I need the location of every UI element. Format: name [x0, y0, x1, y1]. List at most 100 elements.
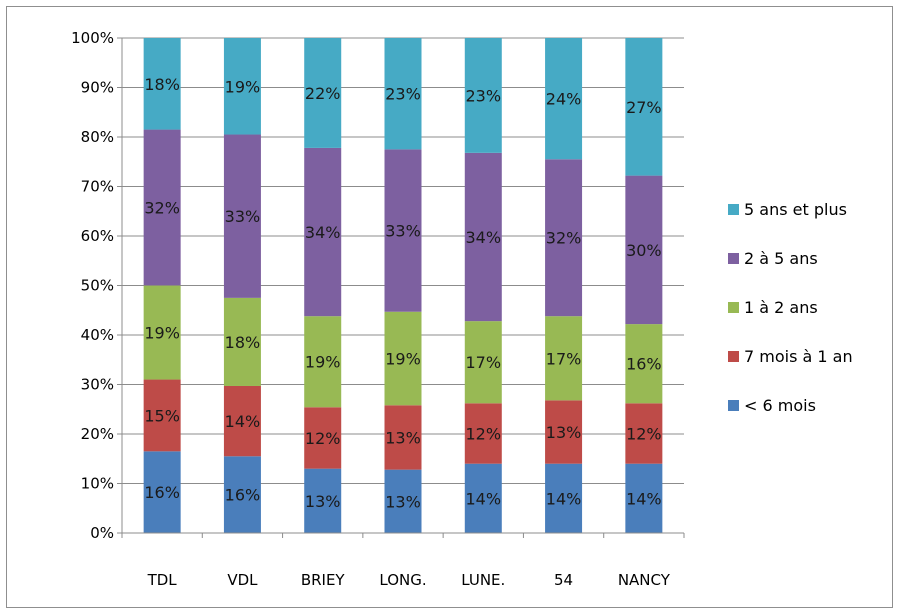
data-label: 19% — [225, 77, 261, 96]
bar-segment — [384, 469, 422, 533]
bar-segment — [464, 463, 502, 533]
data-label: 22% — [305, 84, 341, 103]
data-label: 34% — [466, 228, 502, 247]
bar-segment — [545, 463, 583, 533]
legend-label: 1 à 2 ans — [744, 298, 818, 317]
data-label: 27% — [626, 98, 662, 117]
legend-swatch — [728, 253, 739, 264]
bar-segment — [625, 463, 663, 533]
data-label: 23% — [385, 85, 421, 104]
data-label: 19% — [385, 350, 421, 369]
data-label: 32% — [546, 229, 582, 248]
bar-segment — [464, 38, 502, 153]
bar-segment — [223, 134, 261, 298]
data-label: 16% — [144, 483, 180, 502]
y-tick-label: 0% — [90, 524, 114, 542]
data-label: 34% — [305, 223, 341, 242]
data-label: 12% — [626, 425, 662, 444]
data-label: 15% — [144, 406, 180, 425]
data-label: 23% — [466, 86, 502, 105]
bar-segment — [625, 403, 663, 464]
bar-segment — [464, 403, 502, 464]
data-label: 18% — [225, 333, 261, 352]
legend: 5 ans et plus 2 à 5 ans 1 à 2 ans 7 mois à … — [728, 200, 853, 415]
legend-label: 7 mois à 1 an — [744, 347, 853, 366]
bar-segment — [625, 324, 663, 404]
x-tick-label: VDL — [227, 571, 258, 589]
y-tick-label: 100% — [71, 29, 114, 47]
data-label: 14% — [546, 489, 582, 508]
bar-segment — [625, 175, 663, 325]
legend-label: 5 ans et plus — [744, 200, 847, 219]
data-labels: 16% 15% 19% 32% 18% 16% 14% 18% 33% 19% 13% 12% 19% 3… — [144, 75, 661, 512]
bar-segment — [143, 129, 181, 286]
legend-label: 2 à 5 ans — [744, 249, 818, 268]
y-tick-label: 10% — [81, 475, 114, 493]
bar-segment — [223, 385, 261, 457]
data-label: 24% — [546, 90, 582, 109]
data-label: 30% — [626, 241, 662, 260]
y-tick-label: 40% — [81, 326, 114, 344]
data-label: 17% — [466, 353, 502, 372]
data-label: 14% — [225, 412, 261, 431]
data-label: 13% — [385, 428, 421, 447]
bar-segment — [384, 38, 422, 150]
bar-segment — [545, 400, 583, 464]
legend-swatch — [728, 302, 739, 313]
bar-segment — [384, 311, 422, 406]
x-tick-label: BRIEY — [301, 571, 346, 589]
x-tick-label: 54 — [554, 571, 573, 589]
legend-label: < 6 mois — [744, 396, 816, 415]
x-axis: TDL VDL BRIEY LONG. LUNE. 54 NANCY — [121, 532, 685, 589]
bar-segment — [143, 451, 181, 533]
legend-swatch — [728, 351, 739, 362]
data-label: 16% — [626, 355, 662, 374]
y-tick-label: 70% — [81, 178, 114, 196]
bar-segment — [304, 316, 342, 408]
bar-segment — [223, 38, 261, 135]
data-label: 14% — [466, 489, 502, 508]
data-label: 19% — [305, 353, 341, 372]
data-label: 16% — [225, 486, 261, 505]
bar-segment — [545, 38, 583, 160]
bar-segment — [143, 379, 181, 452]
data-label: 33% — [385, 222, 421, 241]
bar-segment — [625, 38, 663, 176]
bar-segment — [384, 149, 422, 312]
bar-segment — [223, 456, 261, 533]
bar-segment — [464, 152, 502, 322]
data-label: 19% — [144, 324, 180, 343]
x-tick-label: LONG. — [379, 571, 426, 589]
y-tick-label: 50% — [81, 277, 114, 295]
data-label: 33% — [225, 207, 261, 226]
bar-segment — [384, 405, 422, 470]
data-label: 12% — [466, 425, 502, 444]
data-label: 13% — [546, 423, 582, 442]
bars — [143, 38, 663, 533]
bar-segment — [545, 316, 583, 401]
data-label: 14% — [626, 489, 662, 508]
bar-segment — [464, 321, 502, 404]
bar-segment — [304, 38, 342, 148]
data-label: 12% — [305, 429, 341, 448]
y-axis: 0% 10% 20% 30% 40% 50% 60% 70% 80% 90% 100% — [71, 29, 123, 542]
y-tick-label: 90% — [81, 79, 114, 97]
legend-swatch — [728, 204, 739, 215]
bar-segment — [304, 147, 342, 317]
data-label: 18% — [144, 75, 180, 94]
y-tick-label: 20% — [81, 425, 114, 443]
bar-segment — [223, 297, 261, 386]
x-tick-label: LUNE. — [461, 571, 505, 589]
bar-segment — [143, 38, 181, 130]
data-label: 13% — [305, 492, 341, 511]
x-tick-label: TDL — [147, 571, 178, 589]
data-label: 32% — [144, 199, 180, 218]
bar-segment — [143, 285, 181, 380]
y-tick-label: 80% — [81, 128, 114, 146]
legend-swatch — [728, 400, 739, 411]
x-tick-label: NANCY — [618, 571, 671, 589]
bar-segment — [304, 468, 342, 533]
y-tick-label: 60% — [81, 227, 114, 245]
data-label: 13% — [385, 492, 421, 511]
